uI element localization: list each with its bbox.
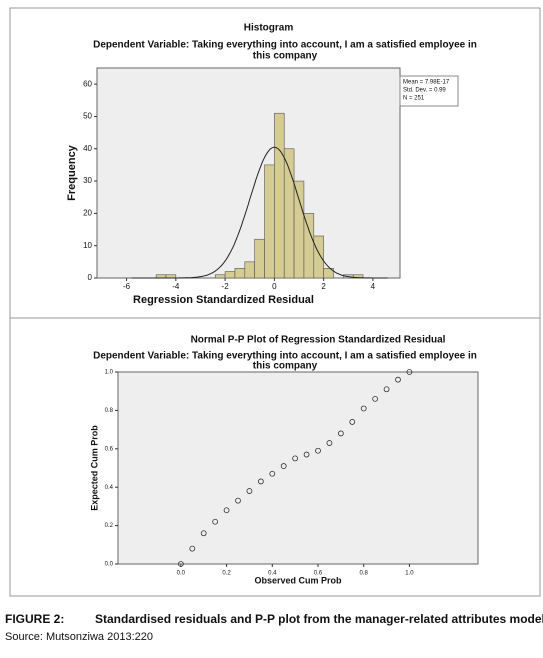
- x-tick-label: 2: [321, 282, 326, 291]
- y-tick-label: 30: [83, 176, 92, 185]
- point: [280, 463, 287, 469]
- y-tick-label: 1.0: [105, 370, 114, 376]
- chart-subtitle: this company: [253, 51, 318, 62]
- point: [383, 386, 390, 393]
- point: [337, 430, 344, 437]
- bar: [264, 164, 275, 279]
- bar: [303, 213, 315, 279]
- x-tick-label: 4: [371, 282, 376, 291]
- x-tick-label: 0.8: [360, 571, 369, 577]
- point: [200, 530, 207, 537]
- point: [223, 507, 230, 514]
- plot-area: [117, 371, 479, 565]
- point: [406, 369, 413, 375]
- x-tick-label: -4: [172, 282, 180, 291]
- x-axis-label: Observed Cum Prob: [254, 575, 342, 585]
- point: [189, 545, 196, 552]
- caption-source: Source: Mutsonziwa 2013:220: [5, 631, 153, 643]
- chart-title: Histogram: [244, 23, 294, 34]
- point: [315, 447, 321, 454]
- point: [257, 478, 264, 485]
- chart-title: Normal P-P Plot of Regression Standardiz…: [191, 335, 446, 346]
- chart-subtitle: Dependent Variable: Taking everything in…: [93, 40, 477, 51]
- x-tick-label: 0: [272, 282, 277, 291]
- bar: [244, 261, 255, 279]
- y-tick-label: 0.2: [105, 523, 114, 529]
- normal-curve: [131, 146, 388, 279]
- caption-label: FIGURE 2:: [5, 612, 64, 626]
- x-tick-label: 0.4: [268, 571, 277, 577]
- x-tick-label: 1.0: [405, 571, 414, 577]
- chart-subtitle: Dependent Variable: Taking everything in…: [93, 351, 477, 362]
- chart-subtitle: this company: [253, 361, 318, 372]
- bar: [274, 112, 285, 279]
- y-axis-label: Frequency: [66, 144, 78, 201]
- y-tick-label: 0.8: [105, 408, 114, 414]
- point: [212, 518, 219, 525]
- stats-label: Std. Dev. = 0.99: [403, 88, 446, 94]
- point: [292, 455, 299, 462]
- y-tick-label: 0.4: [105, 485, 114, 491]
- point: [235, 497, 241, 504]
- stats-label: Mean = 7.98E-17: [403, 80, 450, 86]
- bar: [293, 180, 305, 279]
- point: [269, 470, 276, 477]
- y-axis-label: Expected Cum Prob: [89, 425, 99, 511]
- x-tick-label: -2: [222, 282, 230, 291]
- y-tick-label: 50: [83, 112, 92, 121]
- bar: [254, 238, 265, 279]
- bar: [234, 268, 246, 279]
- x-axis-label: Regression Standardized Residual: [133, 294, 314, 306]
- point: [303, 451, 310, 458]
- point: [326, 440, 333, 446]
- x-tick-label: 0.2: [222, 571, 231, 577]
- plot-area: [96, 67, 401, 279]
- y-tick-label: 0.0: [105, 562, 114, 568]
- y-tick-label: 20: [83, 208, 92, 217]
- bar: [313, 235, 324, 279]
- point: [360, 405, 367, 412]
- x-tick-label: 0.0: [177, 571, 186, 577]
- y-tick-label: 10: [83, 241, 92, 250]
- stats-label: N = 251: [403, 96, 425, 102]
- point: [395, 376, 401, 383]
- frame: [9, 7, 541, 597]
- y-tick-label: 60: [83, 79, 92, 88]
- bar: [323, 268, 334, 279]
- bar: [224, 271, 236, 279]
- y-tick-label: 40: [83, 144, 92, 153]
- x-tick-label: 0.6: [314, 571, 323, 577]
- point: [177, 561, 184, 567]
- y-tick-label: 0.6: [105, 446, 114, 452]
- caption-text: Standardised residuals and P-P plot from…: [95, 612, 543, 626]
- bar: [214, 274, 226, 279]
- point: [246, 488, 253, 494]
- y-tick-label: 0: [88, 273, 93, 282]
- stats-box: [399, 75, 459, 107]
- x-tick-label: -6: [123, 282, 131, 291]
- point: [372, 395, 379, 402]
- point: [349, 419, 356, 425]
